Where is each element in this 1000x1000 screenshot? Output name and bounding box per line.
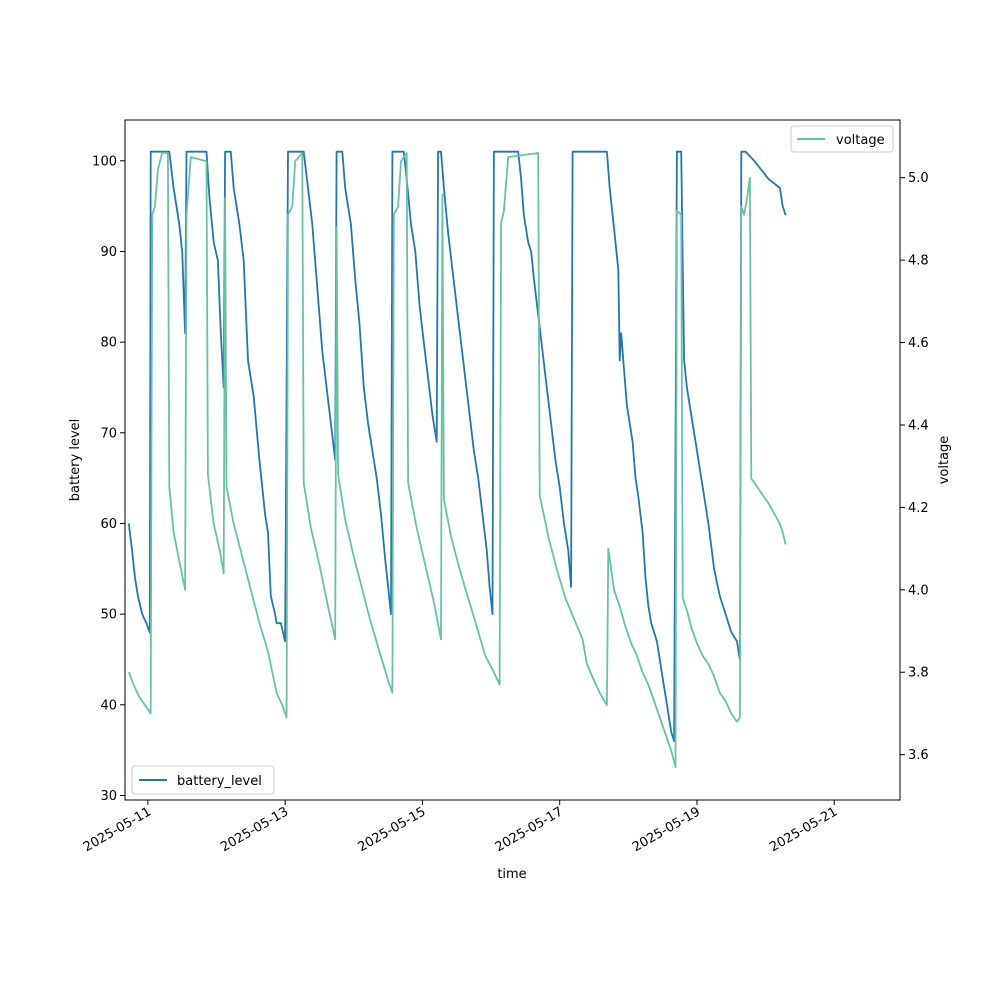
series-line-battery-level [127, 150, 787, 742]
legend-label-voltage: voltage [836, 133, 885, 148]
x-axis-label: time [497, 867, 526, 882]
y-left-tick-label: 60 [100, 517, 117, 532]
y-right-tick-label: 5.0 [908, 171, 929, 186]
y-left-tick-label: 100 [92, 154, 117, 169]
y-right-tick-label: 4.4 [908, 418, 929, 433]
legend-battery-level: battery_level [131, 765, 275, 795]
y-left-tick-label: 50 [100, 608, 117, 623]
y-right-tick-label: 4.8 [908, 254, 929, 269]
series-line-voltage [127, 152, 787, 768]
legend-voltage: voltage [790, 125, 894, 153]
y-left-tick-label: 90 [100, 245, 117, 260]
y-right-tick-label: 3.8 [908, 666, 929, 681]
y-left-tick-label: 40 [100, 698, 117, 713]
y-right-tick-label: 4.0 [908, 583, 929, 598]
series-layer [127, 150, 787, 768]
y-axis-left: 30 40 50 60 70 80 90 100 [92, 154, 125, 804]
legend-box [790, 125, 894, 153]
y-right-tick-label: 3.6 [908, 748, 929, 763]
legend-box [131, 765, 275, 795]
y-left-tick-label: 80 [100, 336, 117, 351]
plot-frame [124, 119, 901, 801]
legend-label-battery-level: battery_level [177, 774, 262, 789]
y-axis-left-label: battery level [68, 419, 83, 502]
y-left-tick-label: 70 [100, 426, 117, 441]
y-left-tick-label: 30 [100, 789, 117, 804]
y-axis-right: 3.6 3.8 4.0 4.2 4.4 4.6 4.8 5.0 [900, 171, 929, 763]
y-axis-right-label: voltage [937, 436, 952, 485]
y-right-tick-label: 4.2 [908, 501, 929, 516]
y-right-tick-label: 4.6 [908, 336, 929, 351]
